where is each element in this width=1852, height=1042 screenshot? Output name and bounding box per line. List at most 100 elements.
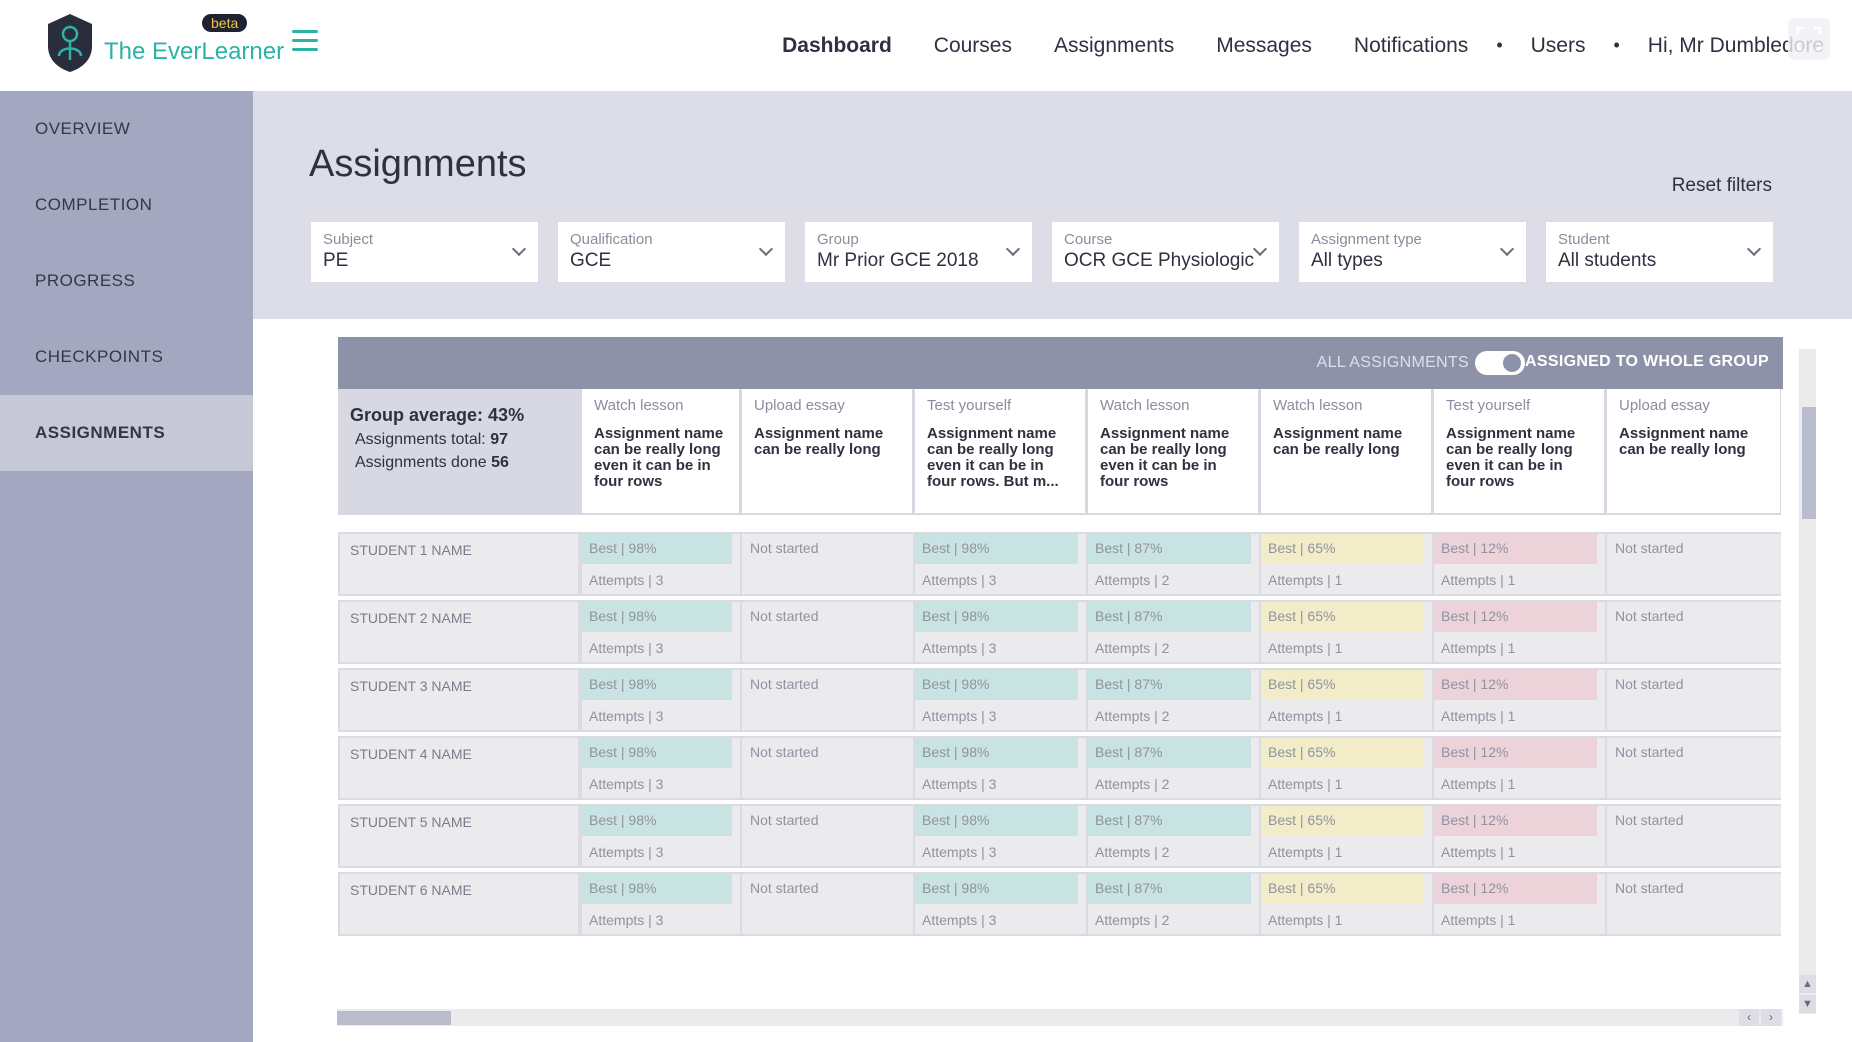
assignment-column-header[interactable]: Watch lesson Assignment name can be reall… [580,389,740,515]
assignment-cell[interactable]: Best | 12% Attempts | 1 [1432,668,1605,732]
assignment-cell[interactable]: Best | 12% Attempts | 1 [1432,736,1605,800]
assignment-cell[interactable]: Best | 65% Attempts | 1 [1259,872,1432,936]
best-score: Best | 98% [582,738,732,768]
assignment-cell[interactable]: Best | 87% Attempts | 2 [1086,872,1259,936]
attempts-count: Attempts | 1 [1441,776,1516,792]
student-name[interactable]: STUDENT 4 NAME [338,736,580,800]
nav-assignments[interactable]: Assignments [1053,33,1175,57]
assignment-cell[interactable]: Not started [740,872,913,936]
assignment-cell[interactable]: Best | 65% Attempts | 1 [1259,736,1432,800]
assignment-column-header[interactable]: Test yourself Assignment name can be real… [913,389,1086,515]
reset-filters-link[interactable]: Reset filters [1671,175,1772,196]
nav-dashboard[interactable]: Dashboard [782,33,892,57]
assignment-cell[interactable]: Best | 12% Attempts | 1 [1432,804,1605,868]
assignment-cell[interactable]: Not started [740,668,913,732]
assignment-type-filter[interactable]: Assignment type All types [1299,222,1526,282]
student-name[interactable]: STUDENT 6 NAME [338,872,580,936]
assignment-cell[interactable]: Best | 65% Attempts | 1 [1259,600,1432,664]
assignment-cell[interactable]: Best | 98% Attempts | 3 [913,736,1086,800]
fullscreen-icon[interactable] [1788,18,1830,60]
nav-notifications[interactable]: Notifications [1353,33,1469,57]
assignment-cell[interactable]: Not started [1605,668,1781,732]
assignment-cell[interactable]: Not started [1605,736,1781,800]
user-greeting[interactable]: Hi, Mr Dumbledore [1647,33,1824,57]
assignment-cell[interactable]: Best | 12% Attempts | 1 [1432,600,1605,664]
sidebar-item-completion[interactable]: COMPLETION [35,195,153,214]
filter-value: OCR GCE Physiologic [1064,250,1254,271]
best-score: Best | 98% [915,806,1078,836]
hamburger-menu-icon[interactable] [292,30,318,52]
subject-filter[interactable]: Subject PE [311,222,538,282]
assignment-column-header[interactable]: Upload essay Assignment name can be reall… [1605,389,1781,515]
nav-users[interactable]: Users [1530,33,1586,57]
assignment-cell[interactable]: Best | 98% Attempts | 3 [580,736,740,800]
best-score: Best | 87% [1088,806,1251,836]
assignment-cell[interactable]: Not started [740,804,913,868]
scroll-up-icon[interactable]: ▲ [1799,975,1816,993]
assignment-cell[interactable]: Not started [1605,600,1781,664]
student-name[interactable]: STUDENT 2 NAME [338,600,580,664]
assignment-cell[interactable]: Best | 12% Attempts | 1 [1432,872,1605,936]
horizontal-scrollbar[interactable]: ‹ › [337,1009,1783,1026]
assignment-cell[interactable]: Best | 12% Attempts | 1 [1432,532,1605,596]
assignment-cell[interactable]: Best | 98% Attempts | 3 [580,872,740,936]
qualification-filter[interactable]: Qualification GCE [558,222,785,282]
sidebar-item-progress[interactable]: PROGRESS [35,271,136,290]
student-filter[interactable]: Student All students [1546,222,1773,282]
not-started-status: Not started [1615,608,1684,624]
vertical-scroll-thumb[interactable] [1802,407,1816,519]
group-filter[interactable]: Group Mr Prior GCE 2018 [805,222,1032,282]
assignment-cell[interactable]: Best | 87% Attempts | 2 [1086,600,1259,664]
assignment-cell[interactable]: Best | 98% Attempts | 3 [913,804,1086,868]
assignment-cell[interactable]: Best | 65% Attempts | 1 [1259,532,1432,596]
student-name[interactable]: STUDENT 5 NAME [338,804,580,868]
assignment-cell[interactable]: Best | 98% Attempts | 3 [913,668,1086,732]
filter-value: PE [323,250,349,271]
assignment-cell[interactable]: Not started [740,600,913,664]
assignment-cell[interactable]: Best | 87% Attempts | 2 [1086,736,1259,800]
assignment-cell[interactable]: Best | 98% Attempts | 3 [580,668,740,732]
assignment-cell[interactable]: Not started [740,532,913,596]
nav-courses[interactable]: Courses [933,33,1012,57]
assignment-column-header[interactable]: Watch lesson Assignment name can be reall… [1086,389,1259,515]
best-score: Best | 87% [1088,534,1251,564]
brand-logo[interactable]: The EverLearner beta [44,12,284,76]
assignment-scope-toggle[interactable] [1475,351,1525,375]
assignments-total-value: 97 [490,431,508,448]
assignment-cell[interactable]: Best | 65% Attempts | 1 [1259,804,1432,868]
course-filter[interactable]: Course OCR GCE Physiologic [1052,222,1279,282]
scroll-down-icon[interactable]: ▼ [1799,995,1816,1013]
assignment-cell[interactable]: Not started [1605,532,1781,596]
assignment-cell[interactable]: Best | 98% Attempts | 3 [913,532,1086,596]
assignment-cell[interactable]: Best | 65% Attempts | 1 [1259,668,1432,732]
assignment-cell[interactable]: Best | 98% Attempts | 3 [913,600,1086,664]
assignment-column-header[interactable]: Test yourself Assignment name can be real… [1432,389,1605,515]
horizontal-scroll-thumb[interactable] [337,1011,451,1025]
assignment-cell[interactable]: Best | 98% Attempts | 3 [580,804,740,868]
assignment-cell[interactable]: Best | 87% Attempts | 2 [1086,804,1259,868]
assignment-cell[interactable]: Not started [1605,872,1781,936]
assignment-cell[interactable]: Not started [1605,804,1781,868]
assignment-cell[interactable]: Not started [740,736,913,800]
assignment-cell[interactable]: Best | 87% Attempts | 2 [1086,532,1259,596]
sidebar-item-assignments[interactable]: ASSIGNMENTS [0,395,253,471]
table-toolbar: ALL ASSIGNMENTS ASSIGNED TO WHOLE GROUP [338,337,1783,389]
assignment-cell[interactable]: Best | 98% Attempts | 3 [580,600,740,664]
best-score: Best | 65% [1261,738,1424,768]
sidebar-item-overview[interactable]: OVERVIEW [35,119,131,138]
scroll-left-icon[interactable]: ‹ [1739,1009,1759,1026]
nav-messages[interactable]: Messages [1216,33,1312,57]
vertical-scrollbar[interactable]: ▲ ▼ [1799,349,1816,1014]
scroll-right-icon[interactable]: › [1761,1009,1781,1026]
assignment-cell[interactable]: Best | 98% Attempts | 3 [913,872,1086,936]
sidebar-item-checkpoints[interactable]: CHECKPOINTS [35,347,164,366]
assignment-cell[interactable]: Best | 98% Attempts | 3 [580,532,740,596]
attempts-count: Attempts | 3 [922,912,997,928]
student-name[interactable]: STUDENT 1 NAME [338,532,580,596]
assignment-cell[interactable]: Best | 87% Attempts | 2 [1086,668,1259,732]
assignment-column-header[interactable]: Watch lesson Assignment name can be reall… [1259,389,1432,515]
student-name[interactable]: STUDENT 3 NAME [338,668,580,732]
best-score: Best | 98% [582,602,732,632]
assignment-column-header[interactable]: Upload essay Assignment name can be reall… [740,389,913,515]
attempts-count: Attempts | 1 [1441,640,1516,656]
